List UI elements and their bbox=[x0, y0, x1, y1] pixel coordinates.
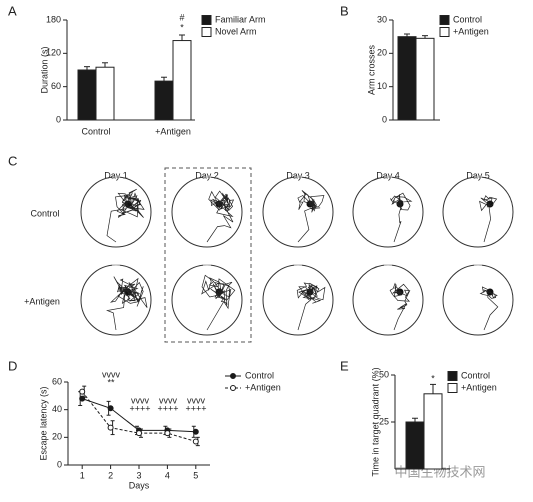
swim-path bbox=[479, 286, 499, 331]
y-tick-label: 60 bbox=[52, 376, 62, 386]
swim-path bbox=[201, 274, 236, 331]
y-tick-label: 120 bbox=[46, 48, 61, 58]
y-tick-label: 20 bbox=[377, 48, 387, 58]
point bbox=[107, 424, 114, 431]
bar bbox=[95, 66, 115, 121]
swim-path bbox=[206, 190, 235, 243]
panel-label: D bbox=[8, 358, 17, 373]
line bbox=[81, 391, 196, 442]
y-axis-label: Duration (s) bbox=[39, 46, 49, 93]
annotation: * bbox=[180, 22, 184, 32]
y-tick-label: 40 bbox=[52, 404, 62, 414]
day-label: Day 5 bbox=[466, 170, 490, 180]
bar bbox=[77, 69, 97, 121]
swim-path bbox=[296, 282, 326, 331]
legend-swatch bbox=[447, 383, 458, 393]
y-tick-label: 10 bbox=[377, 81, 387, 91]
x-tick-label: Control bbox=[81, 126, 110, 136]
swim-path bbox=[390, 192, 413, 243]
y-tick-label: 180 bbox=[46, 14, 61, 24]
y-tick-label: 20 bbox=[52, 432, 62, 442]
group-label: Control bbox=[30, 208, 59, 218]
x-tick-label: +Antigen bbox=[155, 126, 191, 136]
day-label: Day 2 bbox=[195, 170, 219, 180]
annotation: * bbox=[431, 373, 435, 383]
annotation: ++++ bbox=[185, 403, 206, 413]
annotation: # bbox=[179, 12, 184, 22]
point bbox=[136, 430, 142, 437]
group-label: +Antigen bbox=[24, 296, 60, 306]
point bbox=[107, 405, 114, 412]
annotation: ++++ bbox=[157, 403, 178, 413]
point bbox=[79, 388, 86, 395]
legend-label: +Antigen bbox=[461, 382, 497, 392]
y-tick-label: 0 bbox=[382, 114, 387, 124]
swim-path bbox=[106, 276, 148, 331]
y-tick-label: 30 bbox=[377, 14, 387, 24]
legend-label: Control bbox=[245, 370, 274, 380]
annotation: vvvv bbox=[131, 395, 150, 405]
annotation: ** bbox=[107, 377, 115, 387]
legend-swatch bbox=[201, 15, 212, 25]
x-tick-label: 1 bbox=[80, 470, 85, 480]
day-label: Day 1 bbox=[104, 170, 128, 180]
panel-label: C bbox=[8, 153, 17, 168]
swim-path bbox=[297, 190, 325, 243]
y-tick-label: 50 bbox=[379, 369, 389, 379]
point bbox=[192, 428, 199, 435]
bar bbox=[415, 37, 435, 121]
trajectory-panel: Day 1 Day 2 Day 3 Day 4 Day 5 Control +Antigen bbox=[24, 170, 514, 336]
legend-label: +Antigen bbox=[245, 382, 281, 392]
legend-label: Control bbox=[461, 370, 490, 380]
x-axis-label: Days bbox=[129, 480, 150, 490]
highlight-box bbox=[164, 167, 252, 343]
legend-label: +Antigen bbox=[453, 26, 489, 36]
panel-label: B bbox=[340, 3, 349, 18]
bar bbox=[397, 36, 417, 121]
y-axis-label: Escape latency (s) bbox=[38, 386, 48, 460]
panel-label: E bbox=[340, 358, 349, 373]
y-tick-label: 0 bbox=[56, 114, 61, 124]
legend-marker bbox=[230, 373, 236, 379]
legend-label: Novel Arm bbox=[215, 26, 257, 36]
x-tick-label: 4 bbox=[165, 470, 170, 480]
y-tick-label: 60 bbox=[51, 81, 61, 91]
legend-swatch bbox=[439, 15, 450, 25]
bar bbox=[405, 421, 425, 470]
legend-swatch bbox=[447, 371, 458, 381]
legend-label: Control bbox=[453, 14, 482, 24]
legend-marker bbox=[230, 385, 236, 391]
day-label: Day 4 bbox=[376, 170, 400, 180]
y-tick-label: 25 bbox=[379, 416, 389, 426]
x-tick-label: 2 bbox=[108, 470, 113, 480]
swim-path bbox=[389, 282, 411, 331]
day-label: Day 3 bbox=[286, 170, 310, 180]
legend-swatch bbox=[439, 27, 450, 37]
x-tick-label: 5 bbox=[193, 470, 198, 480]
y-axis-label: Time in target quadrant (%) bbox=[370, 367, 380, 476]
x-tick-label: 3 bbox=[136, 470, 141, 480]
annotation: vvvv bbox=[159, 395, 178, 405]
point bbox=[164, 430, 171, 437]
bar bbox=[172, 40, 192, 121]
legend-label: Familiar Arm bbox=[215, 14, 266, 24]
y-axis-label: Arm crosses bbox=[366, 45, 376, 96]
annotation: vvvv bbox=[187, 395, 206, 405]
panel-label: A bbox=[8, 3, 17, 18]
annotation: vvvv bbox=[102, 369, 121, 379]
swim-path bbox=[106, 188, 145, 243]
bar bbox=[154, 80, 174, 121]
bar bbox=[423, 393, 443, 470]
annotation: ++++ bbox=[129, 403, 150, 413]
legend-swatch bbox=[201, 27, 212, 37]
point bbox=[192, 438, 199, 445]
swim-path bbox=[479, 195, 498, 243]
y-tick-label: 0 bbox=[57, 459, 62, 469]
